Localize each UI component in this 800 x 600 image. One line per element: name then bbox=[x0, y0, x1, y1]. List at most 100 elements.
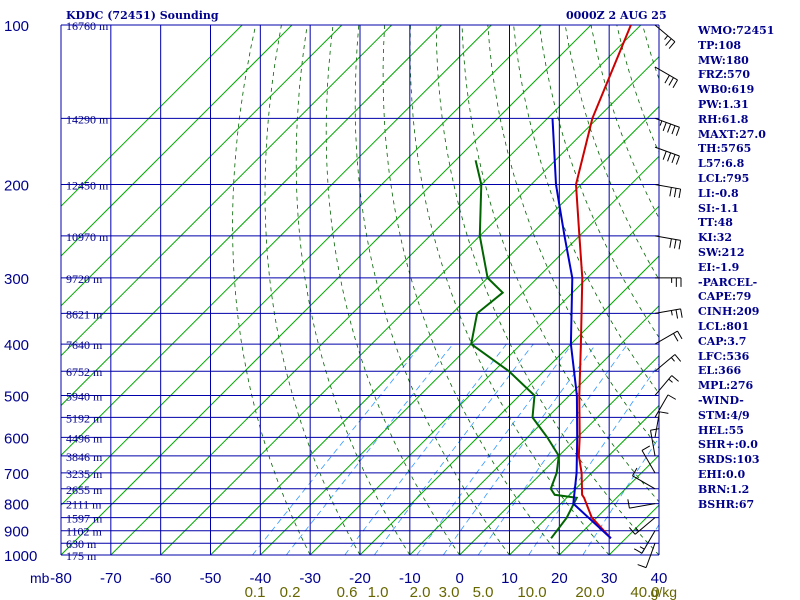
height-label: 2111 m bbox=[66, 498, 102, 512]
wind-barb bbox=[627, 499, 656, 509]
wind-barb-flag bbox=[675, 127, 680, 136]
height-label: 8621 m bbox=[66, 307, 103, 321]
wind-barb-half bbox=[639, 546, 645, 550]
wind-barb bbox=[632, 467, 656, 490]
wind-barb-flag bbox=[671, 375, 679, 382]
wind-barb bbox=[654, 184, 682, 199]
index-item: L57:6.8 bbox=[698, 157, 745, 171]
index-item: CINH:209 bbox=[698, 305, 760, 319]
wind-barb-flag bbox=[675, 309, 679, 319]
pressure-tick-label: 900 bbox=[4, 524, 29, 541]
mixing-ratio-tick-label: 40.0 bbox=[630, 584, 659, 600]
temperature-tick-label: -60 bbox=[150, 570, 172, 587]
isotherm-line bbox=[61, 25, 393, 357]
wind-barb bbox=[654, 235, 682, 250]
isotherm-line bbox=[558, 454, 659, 555]
height-label: 2655 m bbox=[66, 483, 103, 497]
wind-barb-flag bbox=[671, 154, 676, 164]
height-label: 16760 m bbox=[66, 19, 109, 33]
wind-barb-staff bbox=[654, 24, 676, 43]
wind-barb bbox=[628, 517, 656, 535]
index-item: LCL:795 bbox=[698, 171, 750, 185]
wind-barb bbox=[654, 308, 683, 319]
mixing-ratio-line bbox=[477, 343, 628, 555]
wind-barb-half bbox=[670, 357, 675, 362]
wind-barb-staff bbox=[654, 411, 661, 438]
isotherm-line bbox=[259, 155, 659, 555]
index-item: EHI:0.0 bbox=[698, 467, 746, 481]
wind-barb-staff bbox=[641, 450, 656, 474]
wind-barb bbox=[654, 330, 683, 345]
wind-barb-flag bbox=[678, 188, 682, 199]
pressure-tick-label: 1000 bbox=[4, 548, 37, 565]
mixing-ratio-tick-label: 1.0 bbox=[368, 584, 389, 600]
isotherm-line bbox=[210, 105, 659, 555]
pressure-tick-label: 300 bbox=[4, 271, 29, 288]
wind-barb bbox=[654, 24, 676, 49]
temperature-tick-label: -30 bbox=[299, 570, 321, 587]
grid bbox=[60, 24, 660, 556]
temperature-tick-label: -80 bbox=[50, 570, 72, 587]
wind-barb bbox=[649, 428, 660, 456]
isotherm-line bbox=[61, 25, 442, 407]
wind-barb-staff bbox=[654, 330, 678, 345]
wind-barb bbox=[654, 411, 669, 438]
height-label: 630 m bbox=[66, 537, 97, 551]
isotherm-line bbox=[61, 25, 592, 555]
index-item: STM:4/9 bbox=[698, 408, 750, 422]
index-item: LCL:801 bbox=[698, 319, 750, 333]
isotherm-line bbox=[459, 354, 659, 555]
temperature-tick-label: -10 bbox=[399, 570, 421, 587]
temperature-tick-label: 30 bbox=[601, 570, 618, 587]
index-item: SRDS:103 bbox=[698, 453, 760, 467]
wind-barb-flag bbox=[673, 188, 677, 198]
isotherms bbox=[61, 25, 659, 555]
temperature-tick-label: 40 bbox=[651, 570, 668, 587]
pressure-tick-label: 800 bbox=[4, 497, 29, 514]
index-item: FRZ:570 bbox=[698, 68, 751, 82]
height-label: 5192 m bbox=[66, 411, 103, 425]
wind-barb-staff bbox=[641, 530, 656, 554]
isotherm-line bbox=[61, 25, 243, 207]
temperature-tick-label: 0 bbox=[455, 570, 463, 587]
index-item: EL:366 bbox=[698, 364, 742, 378]
wind-barb-flag bbox=[673, 239, 677, 249]
wind-barb-flag bbox=[650, 428, 660, 431]
wind-barb bbox=[637, 543, 656, 569]
height-label: 5940 m bbox=[66, 389, 103, 403]
height-label: 10970 m bbox=[66, 230, 109, 244]
wind-barb-flag bbox=[678, 240, 682, 250]
wind-barb-flag bbox=[628, 527, 636, 535]
height-label: 9720 m bbox=[66, 272, 103, 286]
mixing-ratio-tick-label: 5.0 bbox=[473, 584, 494, 600]
wind-barb bbox=[654, 394, 677, 418]
axis-unit-label: mb bbox=[30, 570, 50, 586]
mixing-ratio-tick-label: 0.6 bbox=[337, 584, 358, 600]
temperature-profile bbox=[574, 25, 632, 539]
wind-barb-flag bbox=[669, 187, 672, 197]
index-item: TP:108 bbox=[698, 38, 742, 52]
wind-barb-staff bbox=[632, 475, 656, 490]
wind-barb-staff bbox=[645, 543, 656, 568]
wind-barb-staff bbox=[649, 430, 656, 456]
temperature-tick-label: -40 bbox=[249, 570, 271, 587]
height-label: 6752 m bbox=[66, 365, 103, 379]
wind-barb-staff bbox=[654, 66, 678, 81]
wind-barb-flag bbox=[672, 79, 678, 89]
wind-barb-flag bbox=[662, 151, 667, 160]
height-label: 4496 m bbox=[66, 431, 103, 445]
mixing-ratio-tick-label: 0.1 bbox=[245, 584, 266, 600]
dewpoint-profile bbox=[470, 160, 579, 539]
index-item: WMO:72451 bbox=[698, 24, 775, 37]
temperature-tick-label: -50 bbox=[200, 570, 222, 587]
temperature-tick-label: 20 bbox=[551, 570, 568, 587]
height-label: 7640 m bbox=[66, 338, 103, 352]
pressure-tick-label: 200 bbox=[4, 178, 29, 195]
pressure-tick-label: 100 bbox=[4, 18, 29, 35]
wind-barb bbox=[633, 530, 656, 554]
wind-barb-half bbox=[664, 35, 669, 40]
index-item: WB0:619 bbox=[698, 83, 755, 97]
wind-barb-staff bbox=[629, 503, 656, 509]
index-item: HEL:55 bbox=[698, 423, 744, 437]
